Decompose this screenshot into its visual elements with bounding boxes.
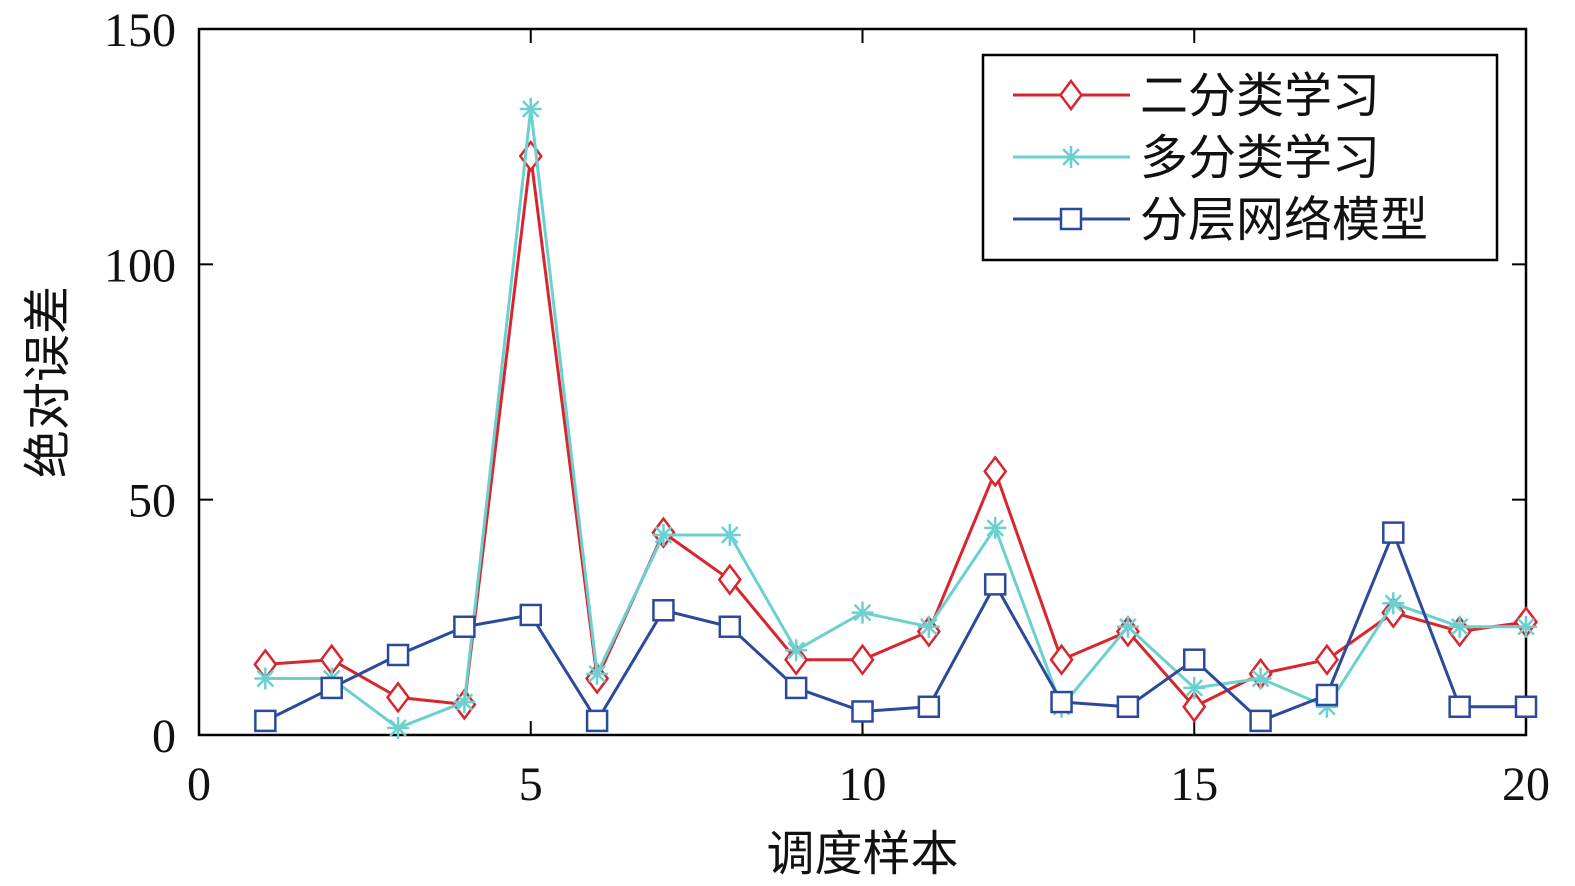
data-point — [984, 516, 1007, 539]
x-tick-label: 10 — [839, 758, 887, 811]
data-point — [1050, 690, 1073, 714]
data-point — [1116, 615, 1139, 638]
data-point — [1249, 667, 1272, 690]
data-point — [851, 601, 874, 624]
data-point — [1183, 676, 1206, 699]
data-point — [1448, 615, 1471, 638]
data-point — [386, 643, 410, 667]
data-point — [1382, 521, 1405, 544]
x-axis-label: 调度样本 — [766, 828, 958, 881]
y-tick-label: 150 — [104, 4, 176, 57]
legend-marker — [1059, 207, 1083, 231]
data-point — [1514, 695, 1538, 719]
data-point — [320, 676, 343, 700]
data-point — [586, 662, 609, 685]
x-tick-label: 0 — [187, 758, 211, 811]
data-point — [1249, 709, 1272, 733]
data-point — [1315, 683, 1339, 707]
data-point — [519, 603, 542, 627]
legend-entry: 分层网络模型 — [1013, 194, 1428, 247]
data-point — [585, 709, 609, 733]
data-point — [1448, 695, 1471, 719]
data-point — [718, 615, 742, 638]
y-tick-label: 0 — [152, 710, 176, 763]
data-point — [1183, 648, 1206, 671]
data-point — [1182, 690, 1207, 723]
legend-label: 分层网络模型 — [1140, 194, 1428, 247]
data-point — [387, 716, 410, 739]
legend-entry: 多分类学习 — [1013, 132, 1380, 185]
axes: 0 5 10 15 20 0 50 100 150 调度样本 绝对误差 — [22, 4, 1550, 881]
data-point — [983, 573, 1007, 596]
data-point — [917, 615, 940, 638]
y-tick-label: 100 — [104, 239, 176, 292]
legend-marker — [1060, 146, 1082, 168]
data-point — [983, 455, 1008, 488]
data-point — [453, 615, 476, 638]
x-tick-label: 15 — [1170, 758, 1218, 811]
series-3 — [254, 521, 1538, 733]
data-point — [453, 691, 476, 714]
data-point — [652, 599, 675, 622]
legend-label: 多分类学习 — [1140, 132, 1380, 185]
y-tick-label: 50 — [128, 475, 176, 528]
data-point — [1116, 695, 1140, 719]
series-layer — [253, 98, 1539, 739]
legend-marker — [1058, 78, 1084, 112]
data-point — [652, 523, 675, 546]
data-point — [850, 643, 875, 676]
data-point — [784, 676, 808, 700]
x-tick-label: 5 — [519, 758, 543, 811]
data-point — [717, 563, 742, 596]
data-point — [254, 667, 277, 690]
data-point — [851, 700, 874, 723]
data-point — [1314, 643, 1340, 676]
data-point — [1049, 643, 1074, 676]
data-point — [917, 695, 941, 719]
data-point — [519, 98, 542, 121]
data-point — [718, 523, 741, 546]
data-point — [1515, 615, 1537, 638]
legend-label: 二分类学习 — [1140, 70, 1380, 123]
legend-entry: 二分类学习 — [1013, 70, 1380, 123]
data-point — [254, 709, 277, 733]
data-point — [1382, 592, 1405, 615]
data-point — [385, 681, 411, 714]
x-tick-label: 20 — [1502, 758, 1550, 811]
y-axis-label: 绝对误差 — [22, 286, 75, 478]
data-point — [785, 639, 808, 662]
